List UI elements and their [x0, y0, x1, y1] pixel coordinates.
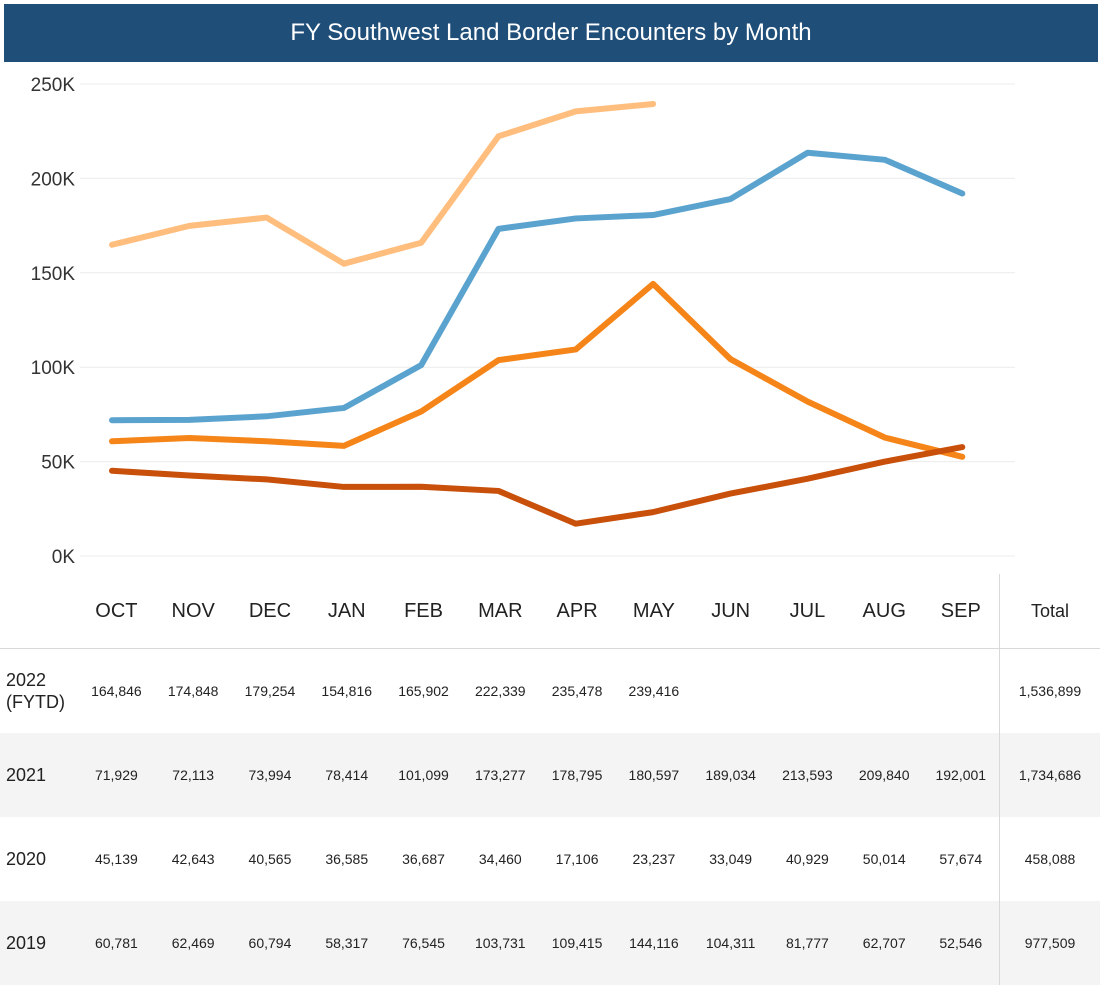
table-cell [692, 649, 769, 733]
table-cell: 103,731 [462, 901, 539, 985]
table-cell: 60,794 [232, 901, 309, 985]
table-cell: 23,237 [615, 817, 692, 901]
table-cell: 235,478 [539, 649, 616, 733]
y-tick-label: 100K [31, 358, 76, 379]
month-header-jan: JAN [308, 574, 385, 649]
month-header-dec: DEC [232, 574, 309, 649]
table-cell: 62,469 [155, 901, 232, 985]
table-cell: 45,139 [78, 817, 155, 901]
series-lines [112, 104, 962, 524]
month-header-aug: AUG [846, 574, 923, 649]
table-cell: 213,593 [769, 733, 846, 817]
year-header [0, 574, 78, 649]
row-total: 1,536,899 [1000, 649, 1100, 733]
table-cell: 222,339 [462, 649, 539, 733]
series-line-2021 [112, 153, 962, 420]
row-year-label: 2019 [0, 901, 78, 985]
series-line-2022-fytd- [112, 104, 653, 264]
series-line-2020 [112, 447, 962, 524]
table-cell: 81,777 [769, 901, 846, 985]
table-cell: 36,687 [385, 817, 462, 901]
table-cell: 40,565 [232, 817, 309, 901]
month-header-mar: MAR [462, 574, 539, 649]
table-cell: 58,317 [308, 901, 385, 985]
month-header-sep: SEP [923, 574, 1000, 649]
y-tick-label: 200K [31, 169, 76, 190]
table-cell: 42,643 [155, 817, 232, 901]
series-line-2019 [112, 284, 962, 457]
table-cell [923, 649, 1000, 733]
table-cell: 52,546 [923, 901, 1000, 985]
month-header-feb: FEB [385, 574, 462, 649]
y-axis: 0K 50K 100K 150K 200K 250K [31, 75, 76, 568]
table-cell: 34,460 [462, 817, 539, 901]
table-cell: 57,674 [923, 817, 1000, 901]
table-cell: 209,840 [846, 733, 923, 817]
table-cell: 104,311 [692, 901, 769, 985]
table-cell: 154,816 [308, 649, 385, 733]
row-total: 458,088 [1000, 817, 1100, 901]
chart-title: FY Southwest Land Border Encounters by M… [4, 4, 1098, 62]
table-cell: 33,049 [692, 817, 769, 901]
row-year-label: 2022 (FYTD) [0, 649, 78, 733]
y-tick-label: 250K [31, 75, 76, 96]
table-cell: 76,545 [385, 901, 462, 985]
month-header-may: MAY [615, 574, 692, 649]
table-cell: 101,099 [385, 733, 462, 817]
table-cell: 72,113 [155, 733, 232, 817]
table-cell: 164,846 [78, 649, 155, 733]
table-cell: 239,416 [615, 649, 692, 733]
table-cell [769, 649, 846, 733]
table-cell: 109,415 [539, 901, 616, 985]
table-cell: 173,277 [462, 733, 539, 817]
table-cell: 17,106 [539, 817, 616, 901]
month-header-nov: NOV [155, 574, 232, 649]
table-cell: 36,585 [308, 817, 385, 901]
month-header-jul: JUL [769, 574, 846, 649]
row-total: 977,509 [1000, 901, 1100, 985]
month-header-oct: OCT [78, 574, 155, 649]
table-cell: 62,707 [846, 901, 923, 985]
row-year-label: 2020 [0, 817, 78, 901]
table-cell [846, 649, 923, 733]
month-header-jun: JUN [692, 574, 769, 649]
table-cell: 144,116 [615, 901, 692, 985]
table-cell: 179,254 [232, 649, 309, 733]
total-header: Total [1000, 574, 1100, 649]
table-cell: 165,902 [385, 649, 462, 733]
table-cell: 189,034 [692, 733, 769, 817]
grid-lines [80, 84, 1015, 556]
table-cell: 174,848 [155, 649, 232, 733]
table-cell: 71,929 [78, 733, 155, 817]
line-chart: 0K 50K 100K 150K 200K 250K [0, 62, 1100, 574]
table-cell: 50,014 [846, 817, 923, 901]
row-total: 1,734,686 [1000, 733, 1100, 817]
table-cell: 73,994 [232, 733, 309, 817]
row-year-label: 2021 [0, 733, 78, 817]
table-cell: 60,781 [78, 901, 155, 985]
month-header-apr: APR [539, 574, 616, 649]
table-cell: 40,929 [769, 817, 846, 901]
table-cell: 192,001 [923, 733, 1000, 817]
table-cell: 78,414 [308, 733, 385, 817]
y-tick-label: 50K [41, 453, 75, 474]
table-cell: 178,795 [539, 733, 616, 817]
table-cell: 180,597 [615, 733, 692, 817]
y-tick-label: 0K [52, 547, 76, 568]
y-tick-label: 150K [31, 264, 76, 285]
